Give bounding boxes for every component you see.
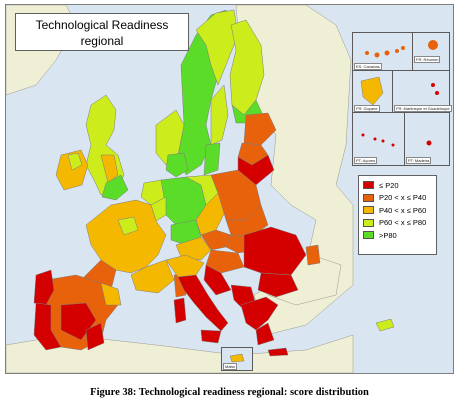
legend-item-p80: P60 < x ≤ P80 [363,217,432,230]
martinique-islands [431,83,439,95]
legend-item-p60: P40 < x ≤ P60 [363,204,432,217]
legend-swatch [363,193,374,202]
inset-label-malta: Malta [223,363,237,370]
legend-label: >P80 [379,230,397,240]
inset-reunion: FR: Réunion [412,32,450,72]
europe-map [6,5,395,373]
inset-label-guyane: FR: Guyane [354,105,380,112]
legend-swatch [363,218,374,227]
british-isles-regions [55,94,129,201]
france-regions [83,199,187,298]
inset-label-madeira: PT: Madeira [406,157,432,164]
map-title: Technological Readiness regional [15,13,189,51]
legend-item-p40: P20 < x ≤ P40 [363,192,432,205]
inset-label-reunion: FR: Réunion [414,56,441,63]
inset-madeira: PT: Madeira [404,112,450,166]
acores-islands [361,133,395,147]
inset-label-martinique: FR: Martinique et Guadeloupe [394,105,452,112]
legend-label: ≤ P20 [379,180,399,190]
legend-label: P20 < x ≤ P40 [379,193,427,203]
inset-martinique: FR: Martinique et Guadeloupe [392,70,452,114]
italy-regions [165,254,229,344]
inset-malta: Malta [221,347,253,371]
legend-item-p20: ≤ P20 [363,179,432,192]
iberia-regions [33,269,122,351]
figure-caption: Figure 38: Technological readiness regio… [90,387,369,398]
guyane-region [360,76,384,106]
legend-swatch [363,206,374,215]
legend-label: P60 < x ≤ P80 [379,218,427,228]
legend-item-above-p80: >P80 [363,229,432,242]
madeira-islands [426,140,432,146]
canarias-islands [365,46,405,58]
central-north-regions [140,152,227,246]
legend-swatch [363,231,374,240]
legend-label: P40 < x ≤ P60 [379,205,427,215]
nordic-regions [155,9,265,176]
malta-island [229,353,245,363]
map-title-line1: Technological Readiness [35,18,169,32]
inset-guyane: FR: Guyane [352,70,394,114]
reunion-island [428,40,438,50]
south-east-regions [243,226,321,298]
inset-label-canarias: ES: Canarias [354,63,382,70]
map-frame: Technological Readiness regional ES: Can… [5,4,454,374]
inset-acores: PT: Açores [352,112,406,166]
legend: ≤ P20 P20 < x ≤ P40 P40 < x ≤ P60 P60 < … [358,175,437,255]
legend-swatch [363,181,374,190]
greece-regions [240,296,289,357]
inset-canarias: ES: Canarias [352,32,414,72]
baltic-regions [237,112,277,186]
inset-label-acores: PT: Açores [354,157,378,164]
map-title-line2: regional [80,34,124,48]
poland-regions [210,169,269,238]
